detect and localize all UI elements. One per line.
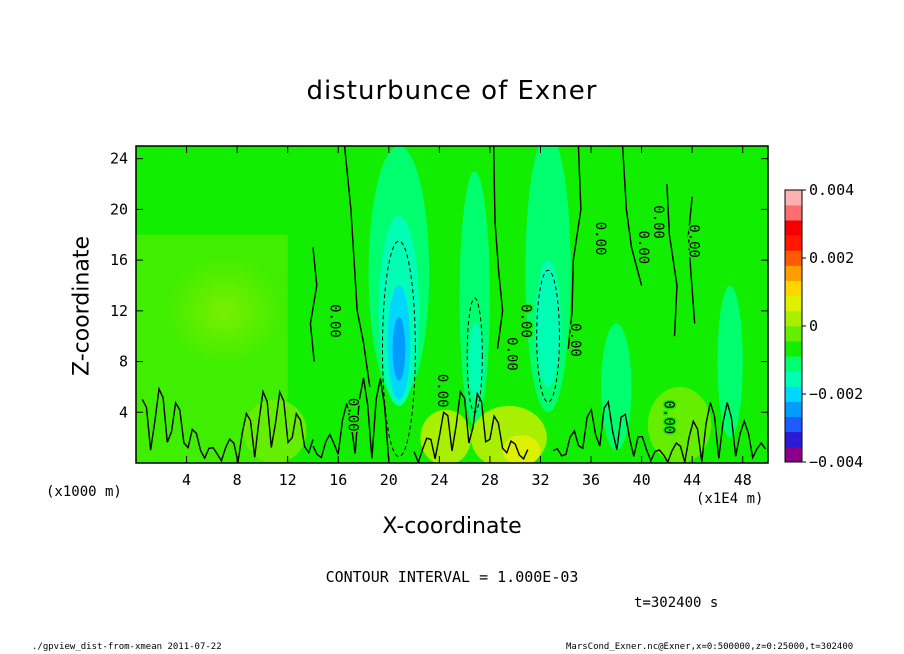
colorbar-swatch — [785, 371, 802, 387]
heatmap-plot-area: 0.000.000.000.000.000.000.00 0.000.000.00… — [136, 146, 768, 463]
x-scale-note: (x1E4 m) — [696, 491, 764, 507]
zero-contour-line — [567, 146, 582, 349]
contour-label: 0.00 — [344, 398, 360, 432]
colorbar-swatch — [785, 446, 802, 463]
y-tick-label: 20 — [110, 200, 128, 218]
x-tick-label: 40 — [633, 471, 651, 489]
y-tick-label: 16 — [110, 251, 128, 269]
colorbar-swatch — [785, 205, 802, 221]
footer-right: MarsCond_Exner.nc@Exner,x=0:500000,z=0:2… — [566, 642, 854, 652]
x-tick-label: 20 — [380, 471, 398, 489]
zero-contour-line — [312, 377, 390, 462]
negative-contour-line — [381, 240, 416, 458]
colorbar-swatch — [785, 250, 802, 266]
colorbar-tick-label: −0.002 — [809, 385, 863, 403]
field-blob — [392, 317, 406, 381]
contour-label: 0.00 — [660, 400, 676, 434]
x-tick-label: 8 — [233, 471, 242, 489]
plot-frame — [135, 145, 769, 464]
colorbar-tick-label: −0.004 — [809, 453, 863, 471]
zero-contour-line — [141, 386, 314, 463]
colorbar-tick-label: 0.002 — [809, 249, 854, 267]
colorbar-swatch — [785, 386, 802, 402]
x-tick-label: 12 — [279, 471, 297, 489]
colorbar-swatch — [785, 431, 802, 448]
colorbar-swatch — [785, 310, 802, 327]
chart-title: disturbunce of Exner — [306, 76, 598, 106]
y-tick-label: 8 — [119, 353, 128, 371]
field-patch-upper-left — [164, 255, 285, 366]
field-blob — [601, 323, 632, 451]
field-blob — [535, 260, 561, 387]
footer-left: ./gpview_dist-from-xmean 2011-07-22 — [32, 642, 222, 652]
colorbar-swatch — [785, 265, 802, 281]
colorbar-swatch — [785, 220, 802, 236]
y-tick-label: 12 — [110, 302, 128, 320]
zero-contour-line — [343, 146, 371, 387]
colorbar: 0.004 0.002 0 −0.002 −0.004 — [784, 181, 863, 471]
x-tick-label: 36 — [582, 471, 600, 489]
colorbar-swatch — [785, 416, 802, 433]
y-tick-label: 24 — [110, 150, 128, 168]
zero-contour-line — [413, 389, 529, 463]
colorbar-tick-label: 0 — [809, 317, 818, 335]
colorbar-swatch — [785, 401, 802, 417]
negative-contour-line — [536, 269, 560, 403]
field-blob — [647, 386, 712, 463]
contour-label: 0.00 — [650, 205, 666, 239]
contour-label: 0.00 — [518, 304, 534, 338]
x-tick-label: 44 — [683, 471, 701, 489]
y-axis-label: Z-coordinate — [69, 236, 95, 376]
y-tick-label: 4 — [119, 403, 128, 421]
zero-contour-line — [309, 247, 318, 362]
x-unit-note: (x1000 m) — [46, 484, 122, 500]
contour-label: 0.00 — [434, 374, 450, 408]
x-tick-label: 48 — [734, 471, 752, 489]
time-text: t=302400 s — [634, 595, 719, 611]
x-axis-label: X-coordinate — [382, 514, 522, 539]
field-blob — [243, 399, 307, 463]
x-tick-label: 4 — [182, 471, 191, 489]
colorbar-swatch — [785, 341, 802, 357]
zero-contour-line — [687, 196, 696, 324]
contour-label: 0.00 — [592, 222, 608, 256]
x-tick-label: 28 — [481, 471, 499, 489]
field-blob — [717, 285, 743, 438]
zero-contour-line — [666, 183, 678, 337]
contour-label: 0.00 — [635, 231, 651, 265]
x-tick-label: 32 — [531, 471, 549, 489]
zero-contour-line — [621, 146, 643, 286]
contour-label: 0.00 — [327, 304, 343, 338]
colorbar-swatch — [785, 295, 802, 312]
field-blob — [468, 323, 484, 400]
colorbar-swatch — [785, 190, 802, 206]
contour-interval-text: CONTOUR INTERVAL = 1.000E-03 — [325, 568, 579, 586]
x-tick-label: 24 — [430, 471, 448, 489]
x-tick-label: 16 — [329, 471, 347, 489]
colorbar-swatch — [785, 326, 802, 342]
zero-contour-line — [493, 146, 504, 349]
contour-label: 0.00 — [567, 323, 583, 357]
colorbar-swatch — [785, 356, 802, 372]
colorbar-swatch — [785, 280, 802, 297]
field-blob — [420, 409, 471, 463]
contour-label: 0.00 — [504, 337, 520, 371]
colorbar-swatch — [785, 235, 802, 251]
colorbar-tick-label: 0.004 — [809, 181, 854, 199]
contour-label: 0.00 — [686, 224, 702, 258]
zero-contour-line — [552, 400, 767, 463]
